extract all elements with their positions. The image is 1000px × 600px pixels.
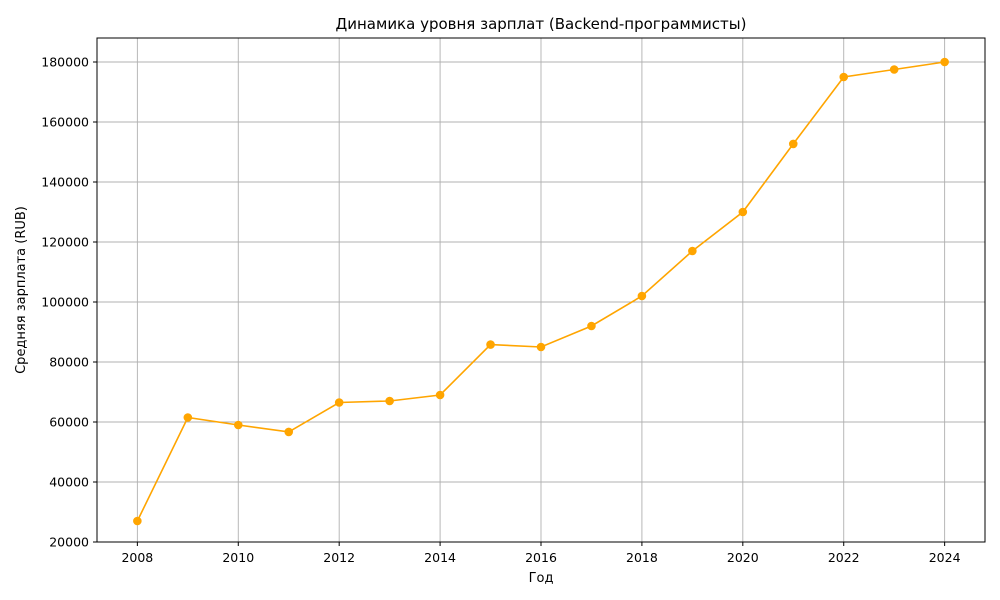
x-tick-label: 2010 [222, 550, 254, 565]
data-point-2009 [183, 413, 193, 422]
y-tick-label: 160000 [41, 115, 89, 130]
data-point-2024 [940, 57, 949, 67]
x-axis-label: Год [529, 571, 554, 586]
data-point-2010 [233, 420, 243, 430]
y-tick-label: 140000 [41, 175, 89, 190]
data-point-2019 [688, 246, 697, 256]
grid-lines [97, 38, 985, 543]
data-point-2014 [435, 390, 445, 400]
data-point-2018 [637, 291, 647, 301]
data-point-2015 [486, 340, 495, 349]
y-tick-label: 120000 [41, 235, 89, 250]
data-point-2013 [385, 396, 394, 406]
data-point-2023 [889, 65, 899, 74]
y-tick-label: 180000 [41, 55, 89, 70]
y-axis-ticks: 20000 40000 60000 80000 100000 120000 140000 16… [41, 55, 97, 550]
y-tick-label: 60000 [49, 415, 89, 430]
x-tick-label: 2016 [525, 550, 557, 565]
data-point-2012 [334, 398, 344, 407]
x-axis-ticks: 2008 2010 2012 2014 2016 2018 2020 2022 2024 [121, 542, 961, 565]
data-point-2016 [536, 342, 546, 352]
data-point-2011 [284, 427, 294, 437]
chart-title: Динамика уровня зарплат (Backend-програм… [336, 15, 747, 33]
data-point-2021 [788, 139, 798, 149]
y-tick-label: 40000 [49, 475, 89, 490]
data-point-2020 [738, 207, 748, 217]
y-tick-label: 100000 [41, 295, 89, 310]
x-tick-label: 2024 [929, 550, 961, 565]
x-tick-label: 2018 [626, 550, 658, 565]
x-tick-label: 2008 [121, 550, 153, 565]
data-point-2017 [587, 321, 596, 331]
x-tick-label: 2012 [323, 550, 355, 565]
data-point-2022 [839, 72, 849, 82]
y-tick-label: 20000 [49, 535, 89, 550]
data-point-2008 [133, 516, 142, 526]
y-tick-label: 80000 [49, 355, 89, 370]
x-tick-label: 2020 [727, 550, 759, 565]
x-tick-label: 2014 [424, 550, 456, 565]
x-tick-label: 2022 [828, 550, 860, 565]
y-axis-label: Средняя зарплата (RUB) [14, 206, 29, 374]
data-points [133, 57, 949, 526]
